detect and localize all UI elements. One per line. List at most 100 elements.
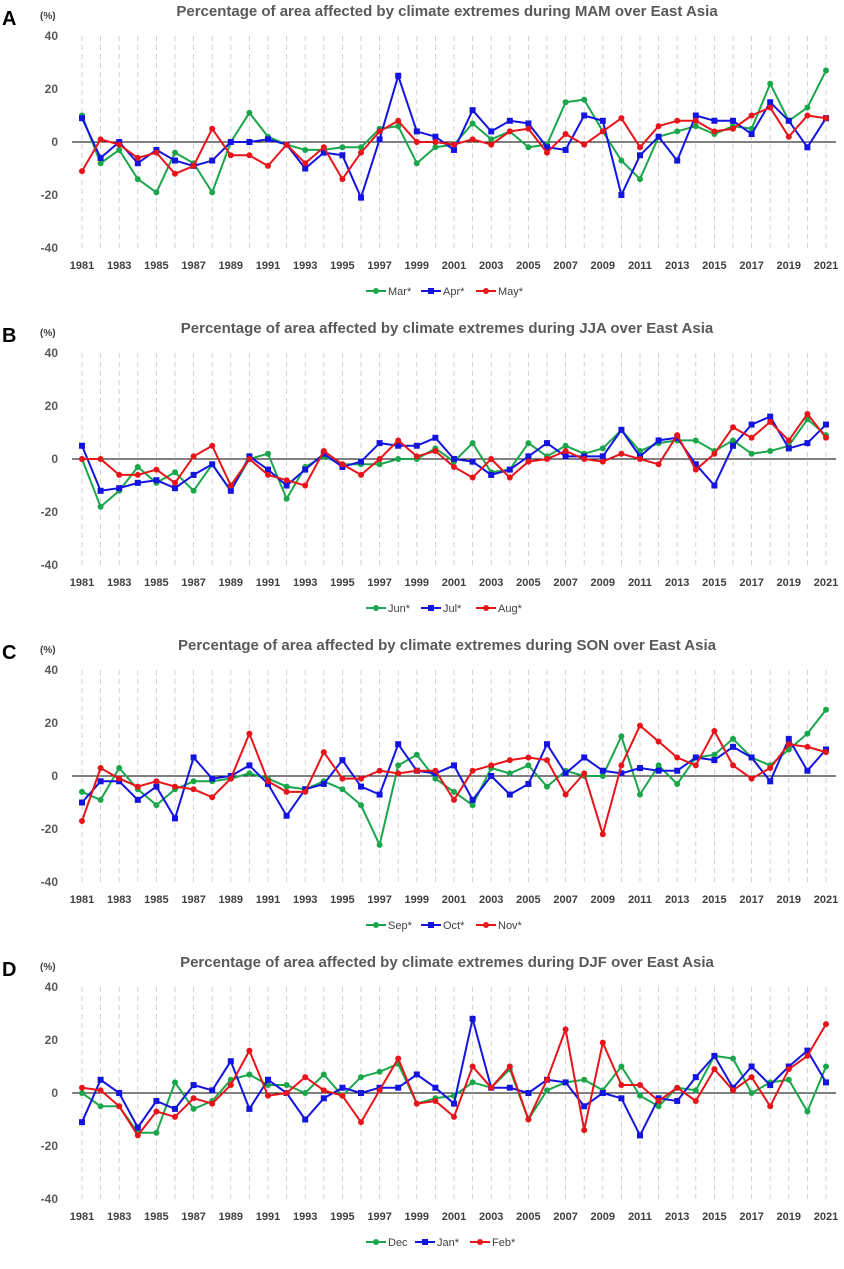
data-point-aug — [116, 471, 123, 478]
data-point-may — [358, 149, 364, 156]
data-point-oct — [283, 812, 290, 819]
data-point-dec — [246, 1071, 253, 1078]
y-tick-label: -20 — [41, 505, 59, 519]
data-point-jul — [655, 437, 662, 444]
data-point-aug — [581, 456, 588, 462]
data-point-jun — [692, 437, 699, 444]
data-point-aug — [172, 479, 178, 486]
data-point-jul — [172, 485, 178, 492]
data-point-may — [153, 149, 160, 156]
data-point-may — [116, 141, 123, 148]
data-point-feb — [674, 1084, 681, 1091]
data-point-oct — [562, 770, 569, 777]
data-point-feb — [209, 1100, 216, 1107]
y-tick-label: -20 — [41, 1139, 59, 1153]
data-point-apr — [413, 128, 420, 135]
data-point-dec — [748, 1090, 755, 1096]
data-point-jul — [413, 442, 420, 449]
data-point-feb — [432, 1097, 439, 1104]
data-point-nov — [283, 788, 290, 795]
x-tick-label: 2017 — [739, 260, 763, 272]
data-point-jan — [581, 1103, 588, 1110]
data-point-sep — [395, 762, 402, 769]
data-point-jul — [376, 440, 383, 447]
data-point-jun — [265, 450, 271, 457]
data-point-feb — [153, 1108, 160, 1115]
data-point-may — [79, 168, 85, 175]
data-point-jun — [767, 448, 774, 455]
data-point-mar — [637, 176, 643, 183]
data-point-sep — [804, 730, 811, 737]
x-tick-label: 2001 — [442, 894, 466, 906]
data-point-oct — [692, 754, 699, 761]
data-point-may — [767, 104, 774, 111]
data-point-mar — [767, 80, 774, 87]
legend-label-sep: Sep* — [388, 920, 413, 932]
data-point-apr — [451, 146, 457, 153]
data-point-apr — [674, 157, 681, 164]
data-point-nov — [506, 757, 513, 764]
legend-marker — [373, 605, 379, 611]
x-tick-label: 2019 — [777, 577, 801, 589]
data-point-jan — [711, 1052, 718, 1059]
data-point-mar — [674, 128, 681, 135]
data-point-feb — [116, 1103, 123, 1110]
legend-marker — [373, 1239, 379, 1245]
data-point-sep — [544, 783, 550, 790]
data-point-may — [711, 128, 718, 135]
data-point-aug — [97, 456, 104, 462]
chart-title: Percentage of area affected by climate e… — [180, 954, 714, 971]
data-point-mar — [618, 157, 625, 164]
data-point-feb — [581, 1127, 588, 1134]
legend-marker — [373, 288, 379, 294]
x-tick-label: 2007 — [553, 260, 577, 272]
y-tick-label: 0 — [51, 452, 58, 466]
data-point-oct — [469, 796, 476, 803]
data-point-may — [618, 115, 625, 122]
data-point-aug — [395, 437, 402, 444]
data-point-aug — [730, 424, 736, 431]
data-point-may — [172, 170, 178, 177]
data-point-jan — [674, 1097, 681, 1104]
data-point-aug — [599, 458, 606, 465]
y-tick-label: -40 — [41, 558, 59, 572]
data-point-oct — [79, 799, 85, 806]
y-tick-label: 20 — [45, 1033, 59, 1047]
data-point-dec — [469, 1079, 476, 1086]
data-point-jan — [562, 1079, 569, 1086]
data-point-jul — [506, 466, 513, 473]
data-point-jun — [599, 445, 606, 452]
data-point-apr — [395, 72, 402, 79]
data-point-aug — [227, 482, 234, 489]
legend-marker — [483, 288, 489, 294]
data-point-may — [134, 154, 141, 161]
data-point-aug — [339, 461, 346, 468]
data-point-mar — [339, 144, 346, 151]
data-point-aug — [283, 477, 290, 484]
panel-letter: D — [2, 959, 16, 981]
x-tick-label: 1993 — [293, 577, 317, 589]
data-point-may — [209, 125, 216, 132]
x-tick-label: 1981 — [70, 894, 94, 906]
data-point-jan — [637, 1132, 643, 1139]
data-point-sep — [79, 788, 85, 795]
data-point-nov — [209, 794, 216, 801]
x-tick-label: 1995 — [330, 577, 354, 589]
data-point-aug — [153, 466, 160, 473]
data-point-sep — [785, 746, 792, 753]
data-point-dec — [190, 1105, 197, 1112]
data-point-jun — [525, 440, 532, 447]
data-point-dec — [172, 1079, 178, 1086]
y-unit-label: (%) — [40, 328, 56, 339]
legend-marker — [477, 1239, 483, 1245]
x-tick-label: 2013 — [665, 1211, 689, 1223]
data-point-may — [804, 112, 811, 119]
x-tick-label: 1983 — [107, 577, 131, 589]
data-point-nov — [544, 757, 550, 764]
data-point-feb — [562, 1026, 569, 1033]
data-point-mar — [116, 146, 123, 153]
data-point-jan — [506, 1084, 513, 1091]
data-point-sep — [506, 770, 513, 777]
data-point-may — [413, 139, 420, 145]
